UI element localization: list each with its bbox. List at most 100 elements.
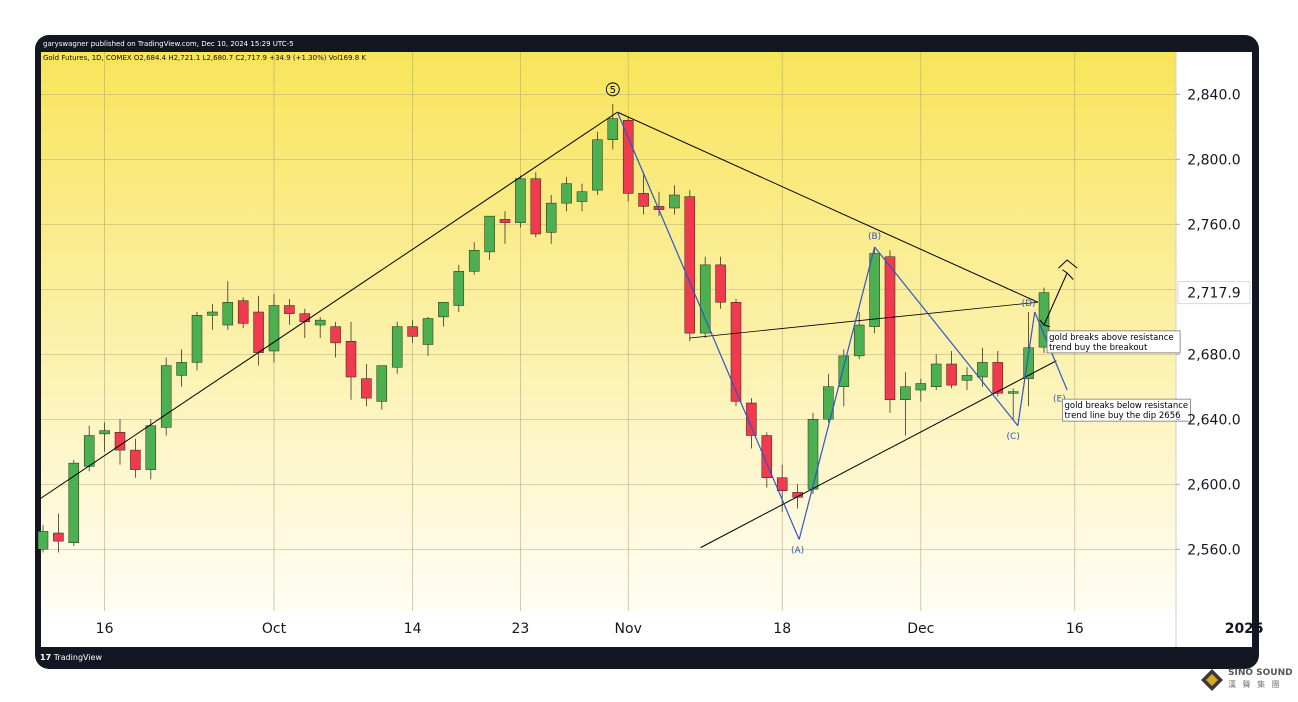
price-axis[interactable] bbox=[1176, 52, 1252, 647]
candle[interactable] bbox=[561, 177, 572, 212]
candle[interactable] bbox=[130, 438, 141, 478]
candle[interactable] bbox=[838, 349, 850, 407]
candle[interactable] bbox=[237, 297, 249, 329]
plot-area[interactable] bbox=[41, 52, 1176, 611]
candle-body bbox=[453, 271, 465, 306]
candle[interactable] bbox=[930, 354, 942, 390]
candle[interactable] bbox=[145, 419, 157, 480]
note-box bbox=[1062, 398, 1191, 422]
candle[interactable] bbox=[345, 321, 357, 400]
candle[interactable] bbox=[391, 321, 403, 374]
tradingview-footer[interactable]: 17 TradingView bbox=[40, 653, 102, 662]
candle-body bbox=[207, 311, 218, 316]
candle[interactable] bbox=[37, 524, 49, 553]
candle[interactable] bbox=[515, 175, 526, 228]
note-box bbox=[1046, 330, 1181, 354]
candle-body bbox=[1023, 347, 1034, 379]
candle[interactable] bbox=[68, 459, 80, 546]
candle[interactable] bbox=[946, 351, 957, 389]
candle-body bbox=[699, 264, 711, 334]
annotation-note: gold breaks below resistance trend line … bbox=[1062, 398, 1191, 422]
candle[interactable] bbox=[176, 349, 187, 387]
candle[interactable] bbox=[453, 264, 465, 312]
candle-body bbox=[53, 532, 64, 542]
candle-body bbox=[438, 302, 449, 318]
last-price-box[interactable] bbox=[1177, 281, 1251, 305]
candle[interactable] bbox=[638, 172, 649, 215]
candle-body bbox=[391, 326, 403, 368]
y-tick-label: 2,640.0 bbox=[1187, 412, 1240, 428]
candle[interactable] bbox=[284, 299, 295, 325]
candle[interactable] bbox=[730, 299, 742, 407]
candle[interactable] bbox=[484, 215, 495, 260]
candle[interactable] bbox=[99, 422, 110, 452]
candle-body bbox=[407, 326, 418, 337]
candle[interactable] bbox=[1007, 388, 1019, 420]
candle[interactable] bbox=[607, 104, 619, 150]
candle[interactable] bbox=[314, 316, 326, 338]
watermark-line2: 漢 聲 集 團 bbox=[1228, 680, 1282, 689]
candle[interactable] bbox=[545, 195, 557, 244]
candle[interactable] bbox=[592, 131, 603, 195]
candle-body bbox=[545, 202, 557, 233]
candle[interactable] bbox=[268, 294, 280, 363]
x-tick-label: 23 bbox=[511, 621, 529, 637]
candle-body bbox=[468, 250, 480, 272]
candles-layer bbox=[37, 104, 1050, 553]
candle-body bbox=[284, 305, 295, 314]
candle[interactable] bbox=[746, 398, 757, 449]
last-price-label: 2,717.9 bbox=[1187, 286, 1240, 302]
candle[interactable] bbox=[900, 372, 911, 436]
symbol-line: Gold Futures, 1D, COMEX O2,684.4 H2,721.… bbox=[43, 54, 367, 62]
candle[interactable] bbox=[669, 185, 680, 215]
candle-body bbox=[484, 215, 495, 253]
candle[interactable] bbox=[53, 513, 64, 553]
candle[interactable] bbox=[114, 419, 126, 465]
candle[interactable] bbox=[715, 256, 726, 309]
candle[interactable] bbox=[884, 250, 896, 413]
candle[interactable] bbox=[699, 256, 711, 338]
candle[interactable] bbox=[438, 302, 449, 327]
candle[interactable] bbox=[361, 364, 372, 407]
candle[interactable] bbox=[160, 357, 172, 436]
x-tick-label: Dec bbox=[907, 621, 934, 637]
candle[interactable] bbox=[330, 321, 341, 358]
candle[interactable] bbox=[977, 347, 988, 387]
candle[interactable] bbox=[530, 172, 542, 238]
candle-body bbox=[823, 386, 834, 420]
candle[interactable] bbox=[622, 117, 634, 202]
candle-body bbox=[1038, 292, 1050, 348]
candle[interactable] bbox=[468, 242, 480, 275]
candle[interactable] bbox=[222, 281, 234, 330]
resistance-line bbox=[617, 111, 1039, 303]
candle[interactable] bbox=[576, 183, 588, 212]
candle[interactable] bbox=[407, 320, 418, 343]
candle[interactable] bbox=[499, 211, 511, 244]
candle-body bbox=[268, 305, 280, 352]
candle[interactable] bbox=[915, 378, 927, 402]
candle-body bbox=[746, 402, 757, 436]
candle[interactable] bbox=[807, 412, 819, 494]
candle[interactable] bbox=[823, 373, 834, 423]
candle-body bbox=[592, 139, 603, 191]
candle[interactable] bbox=[776, 464, 788, 512]
candle-body bbox=[761, 435, 773, 478]
candle[interactable] bbox=[992, 351, 1004, 397]
candle-body bbox=[68, 462, 80, 543]
candle[interactable] bbox=[376, 365, 388, 410]
candle[interactable] bbox=[684, 190, 696, 342]
candle[interactable] bbox=[1038, 287, 1050, 354]
candle[interactable] bbox=[961, 367, 973, 390]
note-text: gold breaks below resistance bbox=[1064, 401, 1188, 411]
candle[interactable] bbox=[761, 432, 773, 488]
y-tick-label: 2,600.0 bbox=[1187, 477, 1240, 493]
candle[interactable] bbox=[422, 316, 434, 356]
note-text: gold breaks above resistance bbox=[1049, 333, 1174, 343]
y-tick-label: 2,760.0 bbox=[1187, 217, 1240, 233]
publish-info: garyswagner published on TradingView.com… bbox=[43, 40, 366, 62]
time-axis[interactable] bbox=[41, 611, 1176, 647]
candle[interactable] bbox=[207, 303, 218, 330]
candle[interactable] bbox=[853, 312, 865, 360]
candle[interactable] bbox=[191, 312, 203, 371]
candle[interactable] bbox=[1023, 312, 1034, 407]
